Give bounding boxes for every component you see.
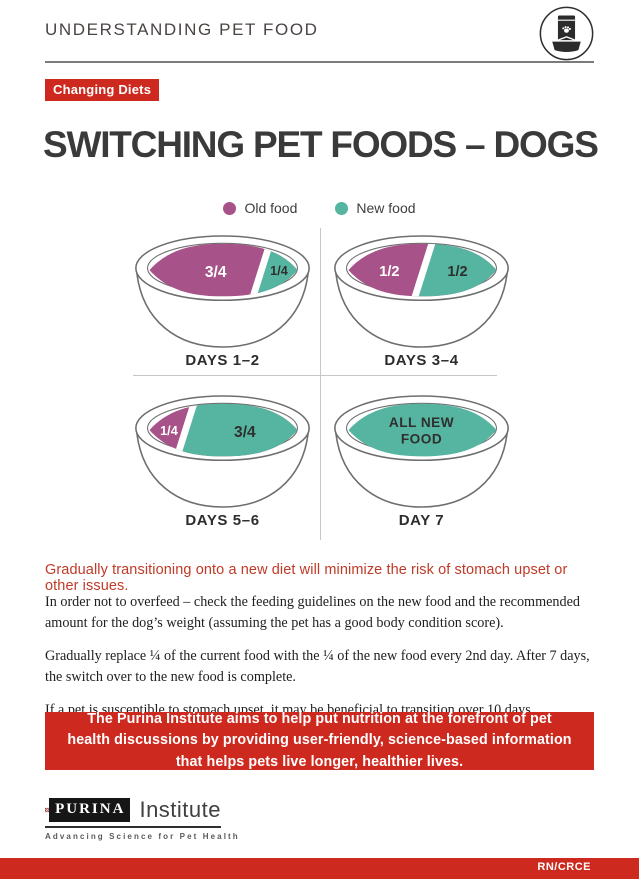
logo-divider: [45, 826, 221, 828]
legend: Old food New food: [0, 200, 639, 216]
legend-item-old-food: Old food: [223, 200, 297, 216]
bowl-caption-days-5-6: DAYS 5–6: [185, 512, 260, 529]
old-portion-label: 1/4: [160, 424, 178, 438]
legend-old-label: Old food: [244, 200, 298, 216]
institute-wordmark: Institute: [139, 797, 221, 822]
purina-institute-callout: The Purina Institute aims to help put nu…: [45, 711, 594, 770]
new-portion-label: 1/2: [447, 264, 467, 280]
new-portion-label: 3/4: [234, 424, 256, 441]
page-header-title: UNDERSTANDING PET FOOD: [45, 20, 319, 39]
all-new-food-label-line2: FOOD: [401, 432, 442, 447]
bowl-caption-day-7: DAY 7: [398, 512, 445, 529]
bowl-diagram-days-3-4: 1/2 1/2: [334, 235, 509, 348]
old-portion-label: 3/4: [205, 264, 227, 281]
highlight-sentence: Gradually transitioning onto a new diet …: [45, 562, 568, 594]
bowl-diagram-days-1-2: 3/4 1/4: [135, 235, 310, 348]
new-food-dot-icon: [335, 201, 349, 215]
purina-institute-logo: PURINA Institute Advancing Science for P…: [45, 797, 240, 841]
header-divider: [45, 61, 594, 63]
legend-new-label: New food: [356, 200, 416, 216]
bowl-diagram-day-7: ALL NEW FOOD: [334, 395, 509, 508]
section-badge: Changing Diets: [45, 79, 160, 101]
paragraph-replace: Gradually replace ¼ of the current food …: [45, 648, 590, 685]
purina-checkerboard-icon: [45, 807, 50, 813]
page-title: SWITCHING PET FOODS – DOGS: [43, 124, 599, 165]
all-new-food-label-line1: ALL NEW: [389, 415, 454, 430]
old-food-dot-icon: [223, 201, 237, 215]
document-code: RN/CRCE: [537, 861, 591, 873]
bowl-caption-days-3-4: DAYS 3–4: [384, 352, 459, 369]
grid-divider-vertical: [320, 228, 321, 540]
new-portion-label: 1/4: [270, 264, 288, 278]
paragraph-overfeed: In order not to overfeed – check the fee…: [45, 594, 580, 631]
pet-food-bag-bowl-icon: [538, 5, 595, 67]
old-portion-label: 1/2: [379, 264, 399, 280]
footer-bar: RN/CRCE: [0, 858, 639, 879]
grid-divider-horizontal: [133, 375, 497, 376]
bowl-diagram-days-5-6: 1/4 3/4: [135, 395, 310, 508]
bowl-caption-days-1-2: DAYS 1–2: [185, 352, 260, 369]
legend-item-new-food: New food: [335, 200, 416, 216]
purina-wordmark: PURINA: [49, 798, 131, 822]
logo-tagline: Advancing Science for Pet Health: [45, 832, 240, 841]
